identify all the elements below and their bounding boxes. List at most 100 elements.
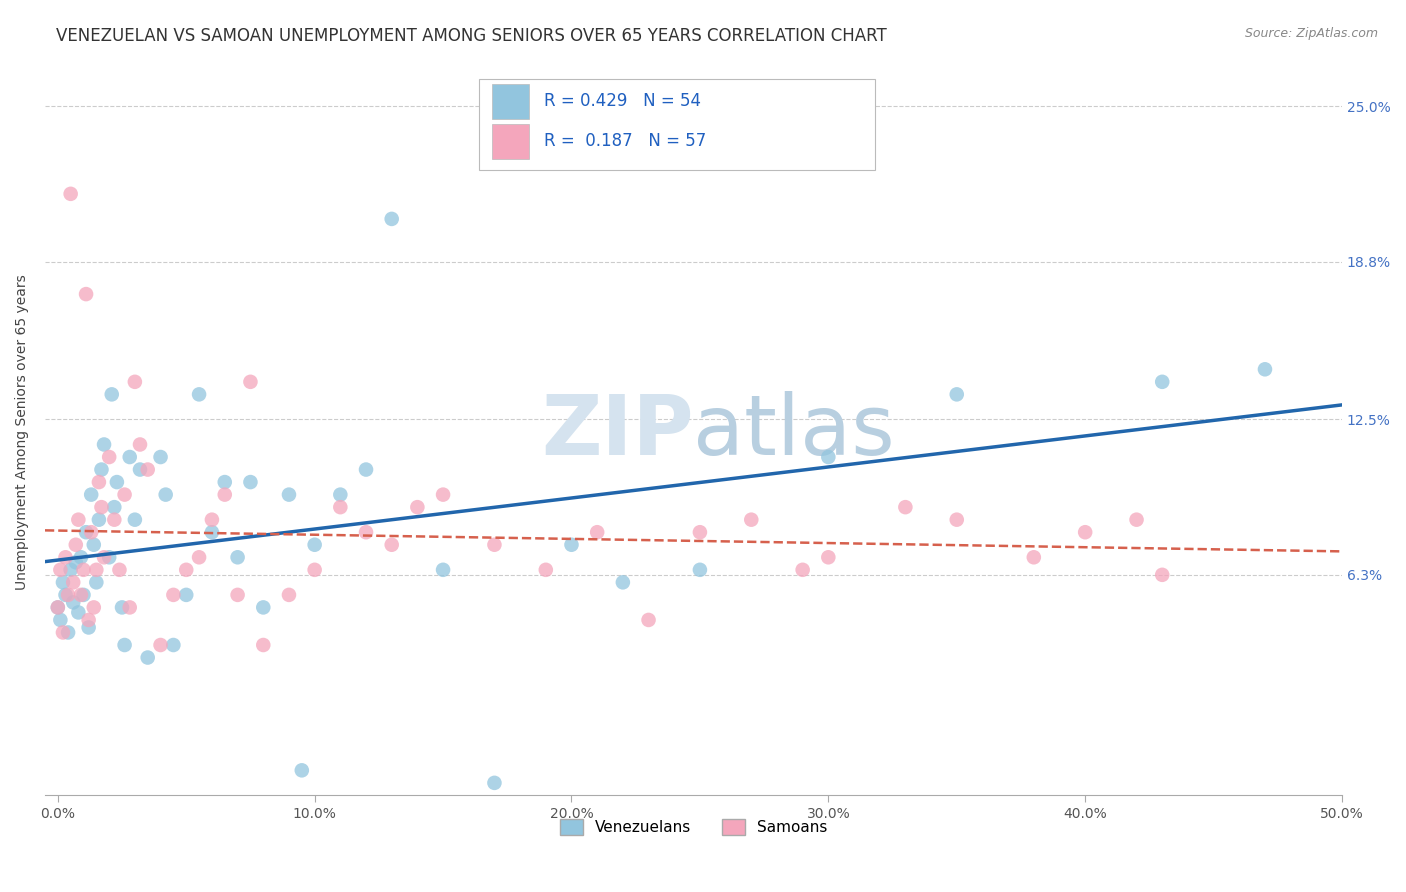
Point [1152,567,1174,582]
Point [278,488,301,502]
Point [792,563,814,577]
Point [689,525,711,540]
FancyBboxPatch shape [492,124,529,159]
Point [162,638,184,652]
Point [329,488,352,502]
Point [162,588,184,602]
Text: VENEZUELAN VS SAMOAN UNEMPLOYMENT AMONG SENIORS OVER 65 YEARS CORRELATION CHART: VENEZUELAN VS SAMOAN UNEMPLOYMENT AMONG … [56,27,887,45]
Point [174,563,197,577]
Legend: Venezuelans, Samoans: Venezuelans, Samoans [560,819,827,835]
Point [1074,525,1097,540]
Point [381,538,404,552]
Point [136,650,159,665]
Point [945,513,967,527]
Text: Source: ZipAtlas.com: Source: ZipAtlas.com [1244,27,1378,40]
Point [77,620,100,634]
Point [304,563,326,577]
Point [226,550,249,565]
Point [56,625,79,640]
Point [278,588,301,602]
Point [56,588,79,602]
Point [637,613,659,627]
Point [93,437,115,451]
Point [124,375,146,389]
Point [560,538,582,552]
Point [586,525,609,540]
Point [155,488,177,502]
Point [103,513,125,527]
Point [817,550,839,565]
Text: R = 0.429   N = 54: R = 0.429 N = 54 [544,92,702,111]
Point [1254,362,1277,376]
Point [80,488,103,502]
Point [90,500,112,515]
Point [67,513,90,527]
Point [1152,375,1174,389]
Point [534,563,557,577]
Point [432,563,454,577]
Point [945,387,967,401]
Point [118,450,141,464]
Point [111,600,134,615]
Point [239,475,262,489]
Point [83,600,105,615]
Point [59,563,82,577]
Y-axis label: Unemployment Among Seniors over 65 years: Unemployment Among Seniors over 65 years [15,274,30,590]
Point [75,525,97,540]
FancyBboxPatch shape [492,84,529,119]
Point [114,638,136,652]
Point [103,500,125,515]
Point [1125,513,1147,527]
Point [49,613,72,627]
Point [740,513,762,527]
Point [67,606,90,620]
Point [108,563,131,577]
Point [55,588,77,602]
Point [72,588,94,602]
Point [226,588,249,602]
Point [124,513,146,527]
Point [87,513,110,527]
Point [612,575,634,590]
Point [59,186,82,201]
Point [304,538,326,552]
Point [46,600,69,615]
Point [118,600,141,615]
Point [406,500,429,515]
Point [894,500,917,515]
Text: R =  0.187   N = 57: R = 0.187 N = 57 [544,132,707,150]
Point [174,588,197,602]
Point [354,462,377,476]
Point [86,563,108,577]
Point [129,437,152,451]
Point [129,462,152,476]
Point [65,555,87,569]
Point [188,550,211,565]
Point [201,525,224,540]
Point [80,525,103,540]
Point [188,387,211,401]
Point [55,550,77,565]
Point [87,475,110,489]
Point [90,462,112,476]
Text: ZIP: ZIP [541,392,693,473]
Point [689,563,711,577]
Point [49,563,72,577]
Point [46,600,69,615]
Point [817,450,839,464]
Point [62,575,84,590]
Point [77,613,100,627]
Point [52,575,75,590]
FancyBboxPatch shape [479,79,875,170]
Point [75,287,97,301]
Text: atlas: atlas [693,392,896,473]
Point [70,588,93,602]
Point [136,462,159,476]
Point [100,387,122,401]
Point [62,595,84,609]
Point [70,550,93,565]
Point [98,450,121,464]
Point [239,375,262,389]
Point [72,563,94,577]
Point [354,525,377,540]
